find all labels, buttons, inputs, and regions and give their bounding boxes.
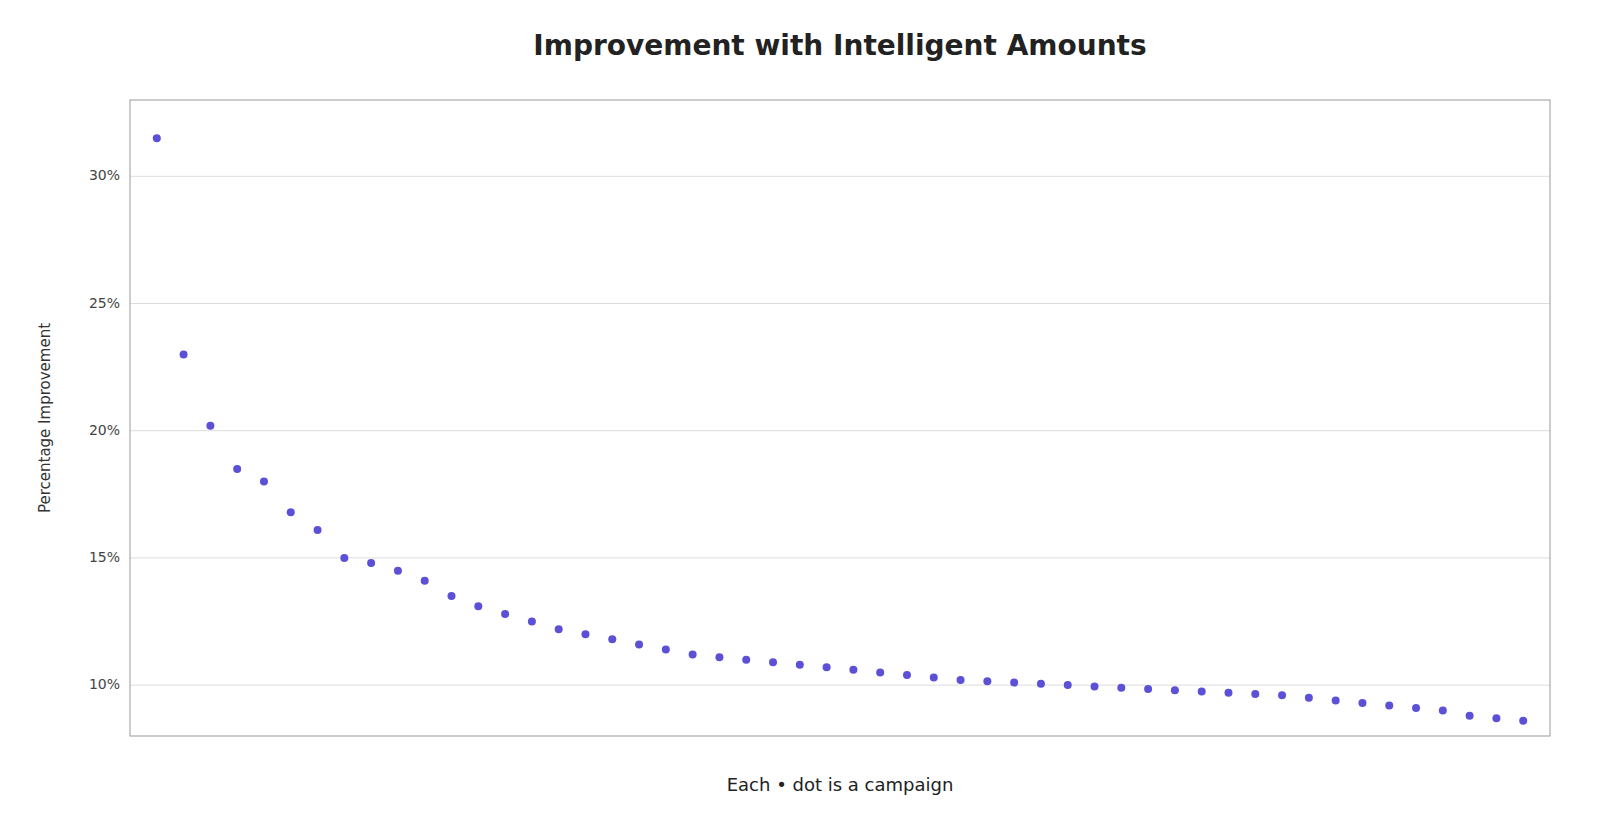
point (1278, 691, 1286, 699)
y-tick-label: 30% (89, 167, 120, 183)
grid-line (130, 430, 1550, 431)
point (233, 465, 241, 473)
point (1064, 681, 1072, 689)
point (662, 646, 670, 654)
point (448, 592, 456, 600)
point (1332, 696, 1340, 704)
y-tick-label: 20% (89, 422, 120, 438)
point (180, 350, 188, 358)
point (1385, 701, 1393, 709)
point (1519, 717, 1527, 725)
point (608, 635, 616, 643)
point (983, 677, 991, 685)
point (340, 554, 348, 562)
point (260, 478, 268, 486)
point (1198, 687, 1206, 695)
point (1251, 690, 1259, 698)
chart-container: 10% 15% 20% 25% 30% Improvement with Intellig… (0, 0, 1600, 836)
y-tick-label: 10% (89, 676, 120, 692)
grid-line (130, 303, 1550, 304)
point (153, 134, 161, 142)
y-tick-label: 15% (89, 549, 120, 565)
point (394, 567, 402, 575)
point (314, 526, 322, 534)
point (689, 651, 697, 659)
point (367, 559, 375, 567)
annotation: Each • dot is a campaign (727, 774, 954, 795)
point (501, 610, 509, 618)
point (715, 653, 723, 661)
point (635, 640, 643, 648)
point (742, 656, 750, 664)
point (1439, 707, 1447, 715)
point (957, 676, 965, 684)
point (1466, 712, 1474, 720)
point (1305, 694, 1313, 702)
point (903, 671, 911, 679)
point (1412, 704, 1420, 712)
point (769, 658, 777, 666)
point (1492, 714, 1500, 722)
point (796, 661, 804, 669)
point (206, 422, 214, 430)
point (1224, 689, 1232, 697)
chart: 10% 15% 20% 25% 30% Improvement with Intellig… (0, 0, 1600, 836)
y-axis-label: Percentage Improvement (36, 323, 54, 513)
point (528, 618, 536, 626)
grid (130, 176, 1550, 685)
point (823, 663, 831, 671)
point (421, 577, 429, 585)
point (474, 602, 482, 610)
grid-line (130, 176, 1550, 177)
plot-frame (130, 100, 1550, 736)
point (1010, 679, 1018, 687)
points (153, 134, 1527, 725)
point (1091, 682, 1099, 690)
y-tick-label: 25% (89, 295, 120, 311)
point (555, 625, 563, 633)
point (1117, 684, 1125, 692)
point (1358, 699, 1366, 707)
point (1144, 685, 1152, 693)
point (287, 508, 295, 516)
title: Improvement with Intelligent Amounts (533, 29, 1146, 62)
point (930, 673, 938, 681)
point (876, 668, 884, 676)
grid-line (130, 685, 1550, 686)
point (581, 630, 589, 638)
point (849, 666, 857, 674)
point (1171, 686, 1179, 694)
point (1037, 680, 1045, 688)
